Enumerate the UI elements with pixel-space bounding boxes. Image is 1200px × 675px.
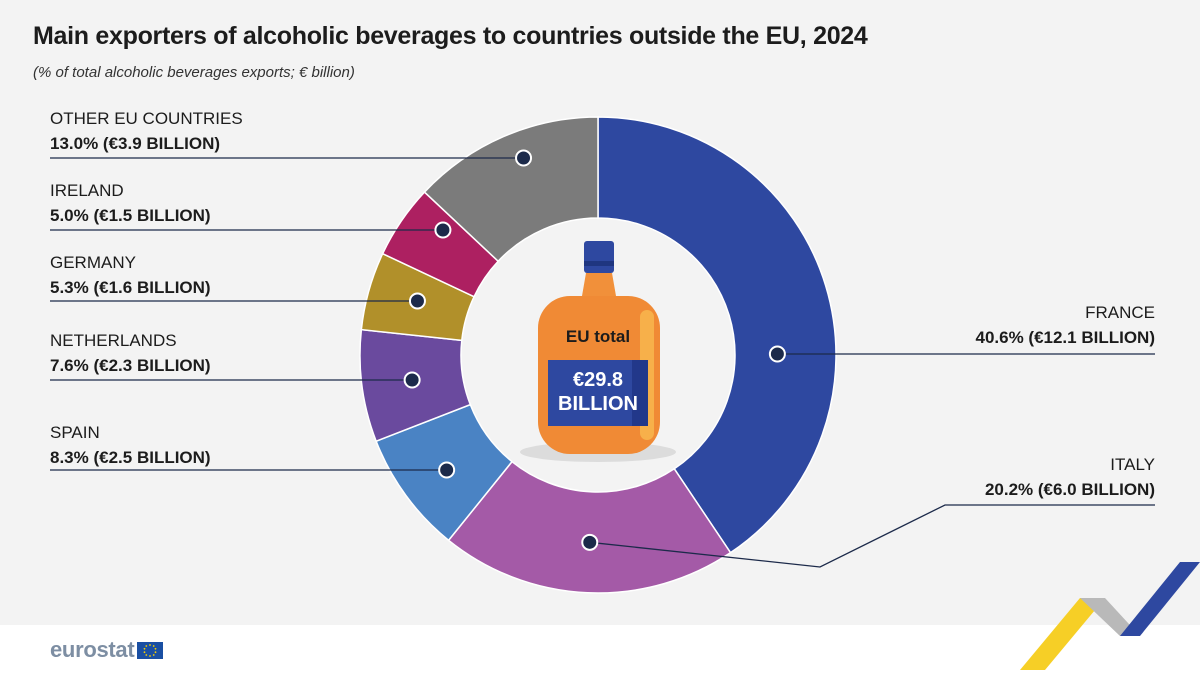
marker-germany <box>408 292 426 310</box>
label-name-spain: SPAIN <box>50 423 100 442</box>
center-total-label: EU total <box>566 327 630 346</box>
label-value-spain: 8.3% (€2.5 BILLION) <box>50 448 211 467</box>
slice-other-eu-countries <box>423 116 599 263</box>
footer-bar <box>0 625 1200 675</box>
label-name-germany: GERMANY <box>50 253 136 272</box>
logo-text: eurostat <box>50 637 135 662</box>
bottle-icon <box>520 241 676 462</box>
slice-france <box>597 116 837 554</box>
chart-subtitle: (% of total alcoholic beverages exports;… <box>33 64 355 81</box>
label-name-france: FRANCE <box>1085 303 1155 322</box>
marker-netherlands <box>403 371 421 389</box>
chart-title: Main exporters of alcoholic beverages to… <box>33 22 868 50</box>
slice-labels: FRANCE 40.6% (€12.1 BILLION) ITALY 20.2% (€… <box>50 109 1155 499</box>
label-name-ireland: IRELAND <box>50 181 124 200</box>
eu-flag-icon <box>137 641 164 659</box>
label-name-italy: ITALY <box>1110 455 1155 474</box>
marker-spain <box>438 461 456 479</box>
label-leaders <box>50 149 1155 568</box>
marker-other-eu-countries <box>515 149 533 167</box>
center-total-value: €29.8 <box>573 369 623 391</box>
marker-france <box>768 345 786 363</box>
eurostat-logo: eurostat <box>50 637 164 663</box>
label-value-italy: 20.2% (€6.0 BILLION) <box>985 480 1155 499</box>
leader-line-italy <box>589 504 1155 568</box>
label-value-other-eu-countries: 13.0% (€3.9 BILLION) <box>50 134 220 153</box>
label-value-netherlands: 7.6% (€2.3 BILLION) <box>50 356 211 375</box>
label-value-ireland: 5.0% (€1.5 BILLION) <box>50 206 211 225</box>
label-name-other-eu-countries: OTHER EU COUNTRIES <box>50 109 243 128</box>
label-name-netherlands: NETHERLANDS <box>50 331 177 350</box>
label-value-france: 40.6% (€12.1 BILLION) <box>975 328 1155 347</box>
donut-slices <box>359 116 837 594</box>
marker-italy <box>581 533 599 551</box>
center-total-unit: BILLION <box>558 393 638 415</box>
marker-ireland <box>434 221 452 239</box>
slice-italy <box>447 460 732 594</box>
label-value-germany: 5.3% (€1.6 BILLION) <box>50 278 211 297</box>
